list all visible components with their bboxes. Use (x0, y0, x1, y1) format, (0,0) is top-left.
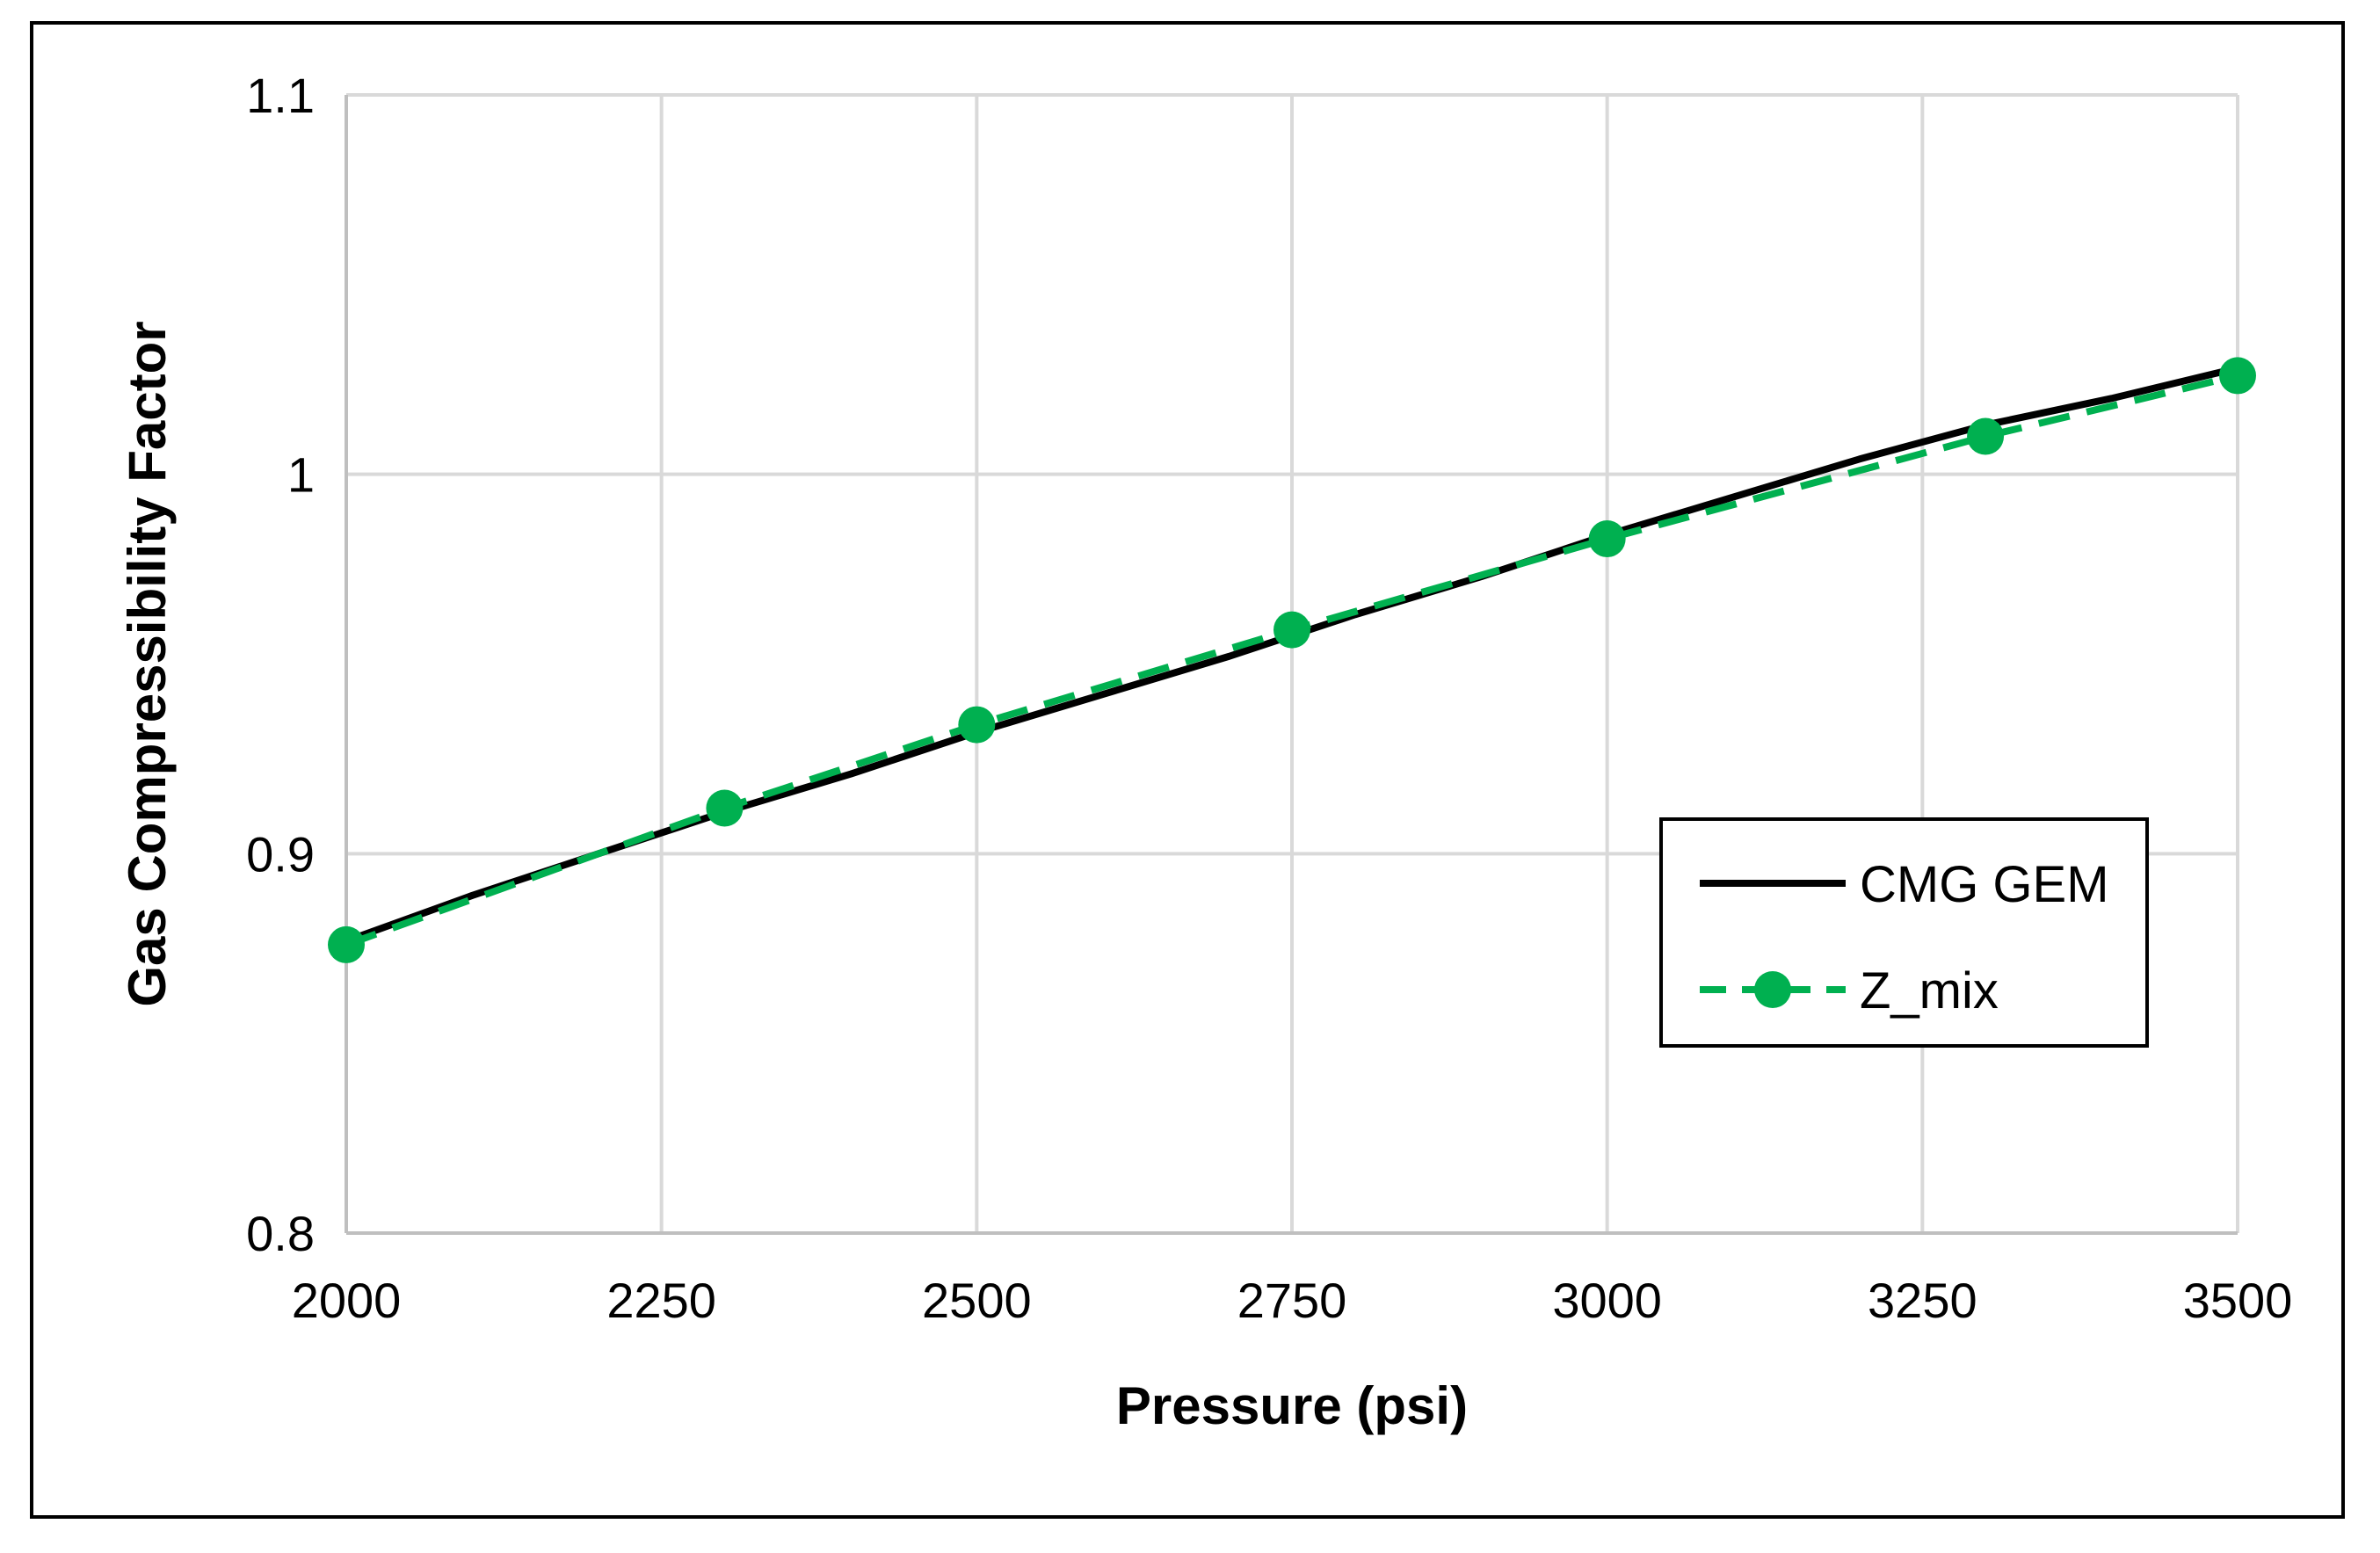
y-tick-label: 0.9 (246, 826, 315, 882)
x-axis-title: Pressure (psi) (1116, 1376, 1468, 1435)
x-tick-label: 3000 (1552, 1273, 1662, 1328)
axes (345, 95, 2238, 1235)
legend: CMG GEM Z_mix (1659, 817, 2149, 1048)
y-tick-label: 1 (287, 447, 315, 503)
x-tick-label: 2250 (606, 1273, 716, 1328)
chart: 2000 2250 2500 2750 3000 3250 3500 0.80.911.1 … (118, 68, 2293, 1435)
data-point-z-mix (328, 925, 365, 963)
y-tick-label: 1.1 (246, 68, 315, 123)
x-tick-labels: 2000 2250 2500 2750 3000 3250 3500 (292, 1273, 2293, 1328)
data-point-z-mix (1967, 417, 2005, 455)
legend-label-cmg-gem: CMG GEM (1860, 856, 2109, 913)
data-point-z-mix (1588, 520, 1626, 558)
y-tick-label: 0.8 (246, 1206, 315, 1261)
legend-label-z-mix: Z_mix (1860, 962, 1999, 1020)
x-tick-label: 3500 (2183, 1273, 2293, 1328)
series-layer (328, 357, 2256, 963)
data-point-z-mix (958, 706, 996, 744)
y-tick-labels: 0.8 0.9 1 1.1 (246, 68, 315, 1261)
x-tick-label: 2500 (922, 1273, 1032, 1328)
y-axis-title: Gas Compressibility Factor (118, 321, 177, 1006)
legend-marker-z-mix (1754, 971, 1791, 1008)
legend-box (1659, 817, 2149, 1048)
data-point-z-mix (2219, 357, 2256, 395)
x-tick-label: 2750 (1237, 1273, 1347, 1328)
x-tick-label: 3250 (1868, 1273, 1977, 1328)
grid (345, 93, 2239, 1235)
chart-frame: 2000 2250 2500 2750 3000 3250 3500 0.8 0.9 1 1.1 … (30, 21, 2345, 1519)
x-tick-label: 2000 (292, 1273, 402, 1328)
data-point-z-mix (706, 789, 744, 827)
data-point-z-mix (1273, 611, 1310, 649)
